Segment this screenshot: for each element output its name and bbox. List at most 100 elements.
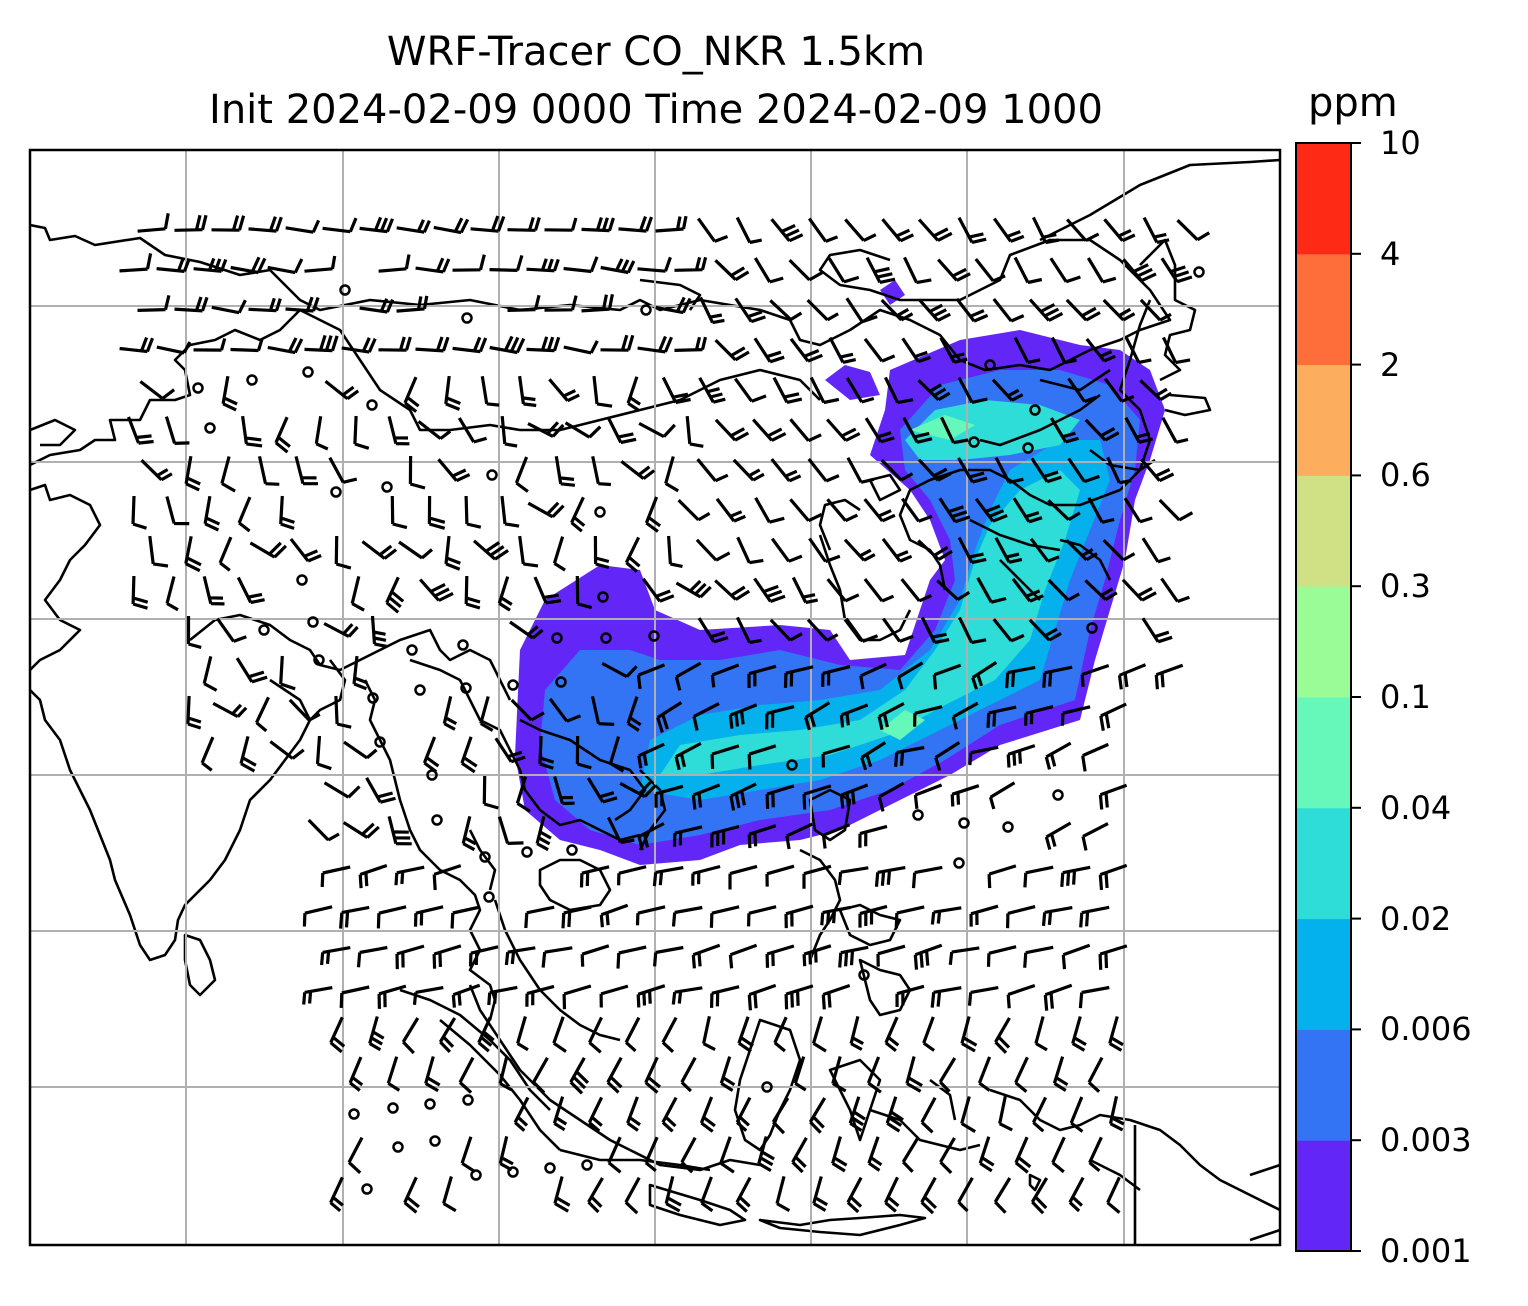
wind-barb bbox=[1081, 742, 1109, 772]
map-gridlines bbox=[30, 150, 1280, 1245]
calm-wind-circle bbox=[348, 1108, 360, 1120]
wind-barb bbox=[444, 375, 461, 411]
wind-barb bbox=[458, 1056, 475, 1094]
wind-barb bbox=[1124, 336, 1152, 365]
wind-barb bbox=[1050, 336, 1077, 365]
wind-barb bbox=[1086, 257, 1117, 284]
calm-wind-circle bbox=[313, 654, 325, 666]
wind-barb bbox=[901, 337, 932, 364]
wind-barb bbox=[828, 336, 857, 364]
wind-barb bbox=[638, 421, 676, 439]
wind-barb bbox=[1142, 216, 1170, 244]
wind-barb bbox=[329, 1016, 346, 1054]
wind-barb bbox=[993, 217, 1025, 243]
wind-barb bbox=[619, 781, 657, 799]
wind-barb bbox=[939, 336, 968, 364]
wind-barb bbox=[858, 824, 888, 848]
wind-barb bbox=[913, 943, 943, 970]
wind-barb bbox=[255, 696, 270, 733]
wind-barb bbox=[1043, 983, 1073, 1011]
calm-wind-circle bbox=[302, 366, 314, 378]
wind-barb bbox=[938, 497, 971, 524]
wind-barb bbox=[667, 535, 683, 568]
calm-wind-circle bbox=[566, 844, 578, 856]
wind-barb bbox=[1139, 379, 1173, 401]
wind-barb bbox=[1006, 744, 1036, 768]
calm-wind-circle bbox=[406, 644, 418, 656]
wind-barb bbox=[304, 334, 339, 353]
wind-barb bbox=[444, 535, 461, 571]
wind-barb bbox=[450, 905, 481, 929]
wind-barb bbox=[831, 1056, 847, 1093]
calm-wind-circle bbox=[555, 676, 567, 688]
wind-barb bbox=[413, 905, 444, 927]
wind-barb bbox=[365, 777, 396, 804]
wind-barb bbox=[863, 337, 896, 363]
wind-barb bbox=[1060, 865, 1091, 888]
wind-barb bbox=[719, 1056, 736, 1092]
wind-barb bbox=[974, 258, 1006, 283]
wind-barb bbox=[978, 1136, 995, 1173]
map-frame bbox=[28, 148, 1282, 1247]
wind-barb bbox=[808, 1097, 827, 1134]
wind-barb bbox=[581, 293, 614, 313]
wind-barb bbox=[735, 216, 763, 245]
wind-barb bbox=[1014, 1136, 1032, 1174]
wind-barb bbox=[652, 866, 684, 887]
wind-barb bbox=[846, 1176, 863, 1214]
wind-barb bbox=[587, 1096, 604, 1133]
wind-barb bbox=[452, 336, 488, 354]
calm-wind-circle bbox=[486, 469, 498, 481]
wind-barb bbox=[267, 258, 304, 275]
wind-barb bbox=[396, 219, 431, 234]
wind-barb bbox=[249, 541, 288, 559]
wind-barb bbox=[235, 657, 268, 684]
wind-barb bbox=[437, 458, 471, 483]
wind-barb bbox=[993, 1177, 1012, 1214]
wind-barb bbox=[518, 535, 539, 568]
wind-barb bbox=[358, 863, 388, 889]
wind-barb bbox=[1014, 1056, 1029, 1093]
wind-barb bbox=[220, 456, 236, 493]
calm-wind-circle bbox=[640, 304, 652, 316]
wind-barb bbox=[1030, 1177, 1049, 1215]
wind-barb bbox=[618, 216, 654, 233]
wind-barb bbox=[552, 1016, 567, 1053]
wind-barb bbox=[977, 1056, 992, 1092]
wind-barb bbox=[390, 495, 408, 530]
wind-barb bbox=[874, 866, 906, 887]
wind-barb bbox=[562, 984, 592, 1010]
wind-barb bbox=[489, 254, 524, 272]
wind-barb bbox=[248, 216, 283, 233]
wind-barb bbox=[789, 498, 823, 523]
wind-barb bbox=[1013, 336, 1041, 364]
wind-barb bbox=[274, 416, 291, 454]
wind-barb bbox=[1051, 1136, 1066, 1174]
wind-barb bbox=[1049, 257, 1081, 284]
wind-barb bbox=[480, 375, 500, 407]
wind-barb bbox=[877, 702, 905, 731]
wind-barb bbox=[470, 215, 506, 233]
wind-barb bbox=[655, 215, 688, 233]
wind-barb bbox=[398, 540, 434, 560]
wind-barb bbox=[1108, 1016, 1124, 1052]
wind-barb bbox=[968, 745, 999, 766]
wind-barb bbox=[1061, 943, 1091, 970]
wind-barb bbox=[586, 777, 618, 804]
wind-barb bbox=[736, 536, 764, 565]
wind-barb bbox=[1012, 497, 1043, 524]
wind-barb bbox=[554, 455, 576, 487]
calm-wind-circle bbox=[912, 809, 924, 821]
wind-barb bbox=[427, 495, 446, 530]
wind-barb bbox=[699, 296, 725, 325]
colorbar-unit-label: ppm bbox=[1308, 80, 1398, 126]
wind-barb bbox=[765, 944, 795, 968]
wind-barb bbox=[812, 1176, 829, 1212]
wind-barb bbox=[1102, 538, 1136, 562]
wind-barb bbox=[802, 944, 832, 967]
coastlines bbox=[30, 158, 1280, 1245]
wind-barb bbox=[608, 736, 625, 773]
wind-barb bbox=[137, 213, 170, 233]
wind-barb bbox=[592, 375, 613, 408]
wind-barb bbox=[955, 297, 989, 323]
